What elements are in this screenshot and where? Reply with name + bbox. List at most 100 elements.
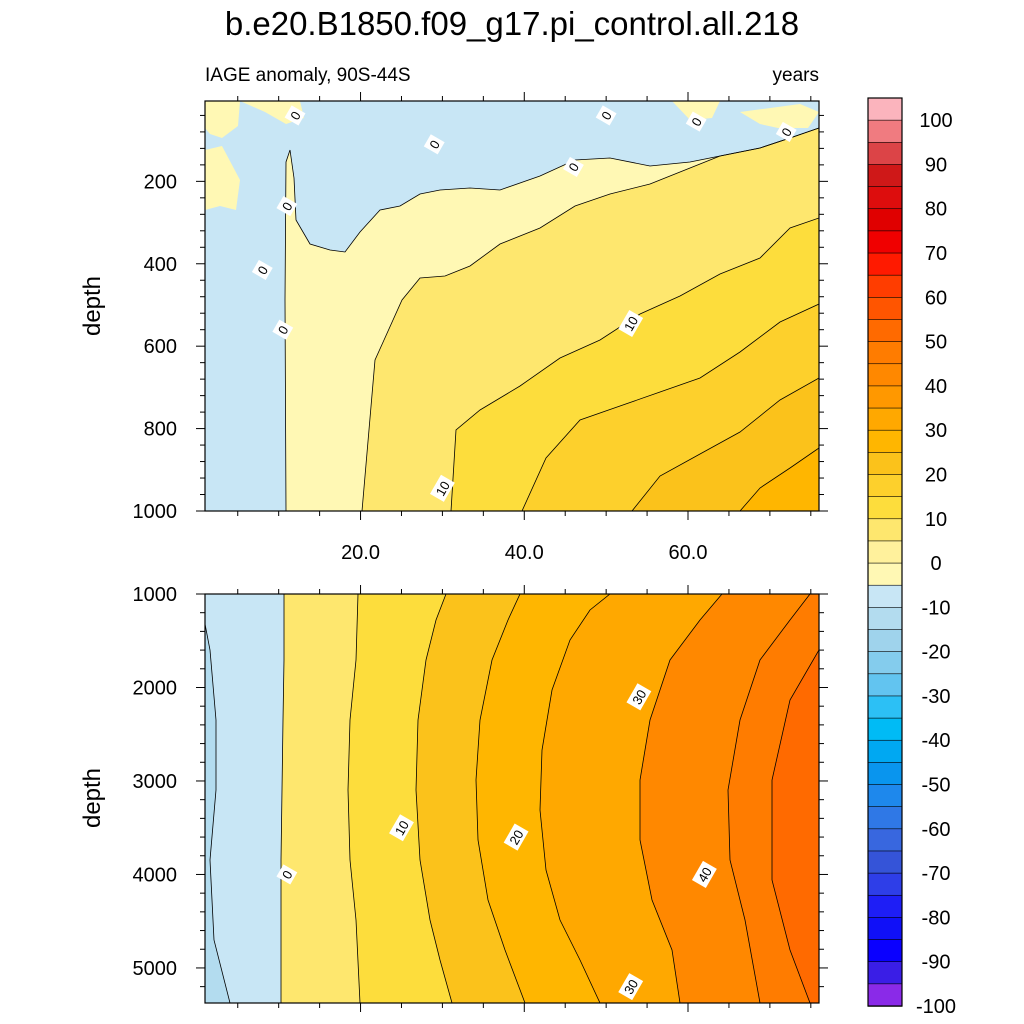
lower-contour-line — [280, 594, 285, 1003]
upper-contour-line — [521, 303, 819, 511]
upper-contour-label: 0 — [423, 134, 445, 155]
colorbar-swatch — [867, 518, 903, 542]
lower-y-tick-label: 3000 — [133, 771, 178, 793]
upper-band-negative-notch — [258, 212, 276, 350]
colorbar-swatch — [867, 629, 903, 653]
axes: 20.0 40.0 60.02004006008001000100020003000… — [133, 92, 828, 1012]
colorbar-label: -40 — [922, 730, 951, 752]
colorbar: 1009080706050403020100-10-20-30-40-50-60… — [867, 97, 956, 1018]
colorbar-swatch — [867, 208, 903, 232]
colorbar-label: 80 — [925, 199, 947, 221]
lower-contour-line — [347, 594, 361, 1003]
upper-contour-line — [631, 377, 819, 511]
lower-contour-line — [639, 594, 723, 1003]
upper-contour-label-box — [618, 309, 644, 338]
upper-x-tick-label: 20.0 — [341, 542, 380, 564]
colorbar-swatch — [867, 496, 903, 520]
colorbar-swatch — [867, 762, 903, 786]
upper-contour-label-box — [284, 105, 306, 126]
colorbar-swatch — [867, 894, 903, 919]
colorbar-label: 20 — [925, 464, 947, 486]
lower-contour-fills — [205, 594, 819, 1003]
colorbar-swatch — [867, 297, 903, 321]
lower-contour-label-box — [691, 860, 717, 888]
colorbar-swatch — [867, 97, 903, 121]
lower-contour-label: 0 — [276, 864, 298, 885]
lower-contour-label-box — [503, 823, 529, 851]
colorbar-swatch — [867, 407, 903, 431]
upper-band-negative-left — [205, 101, 819, 511]
lower-contour-label-box — [618, 973, 644, 1001]
lower-band-negative-deep — [205, 624, 230, 1003]
colorbar-swatch — [867, 717, 903, 741]
upper-frame — [204, 100, 820, 512]
upper-contour-line — [739, 447, 819, 511]
colorbar-swatch — [867, 474, 903, 498]
lower-y-tick-label: 4000 — [133, 864, 178, 886]
lower-contour-lines — [205, 594, 819, 1003]
colorbar-swatch — [867, 429, 903, 454]
chart-subtitle-left: IAGE anomaly, 90S-44S — [205, 65, 411, 86]
colorbar-swatch — [867, 252, 903, 276]
upper-contour-label: 0 — [272, 319, 294, 340]
upper-contour-lines — [284, 127, 819, 511]
upper-contour-label-box — [775, 121, 797, 142]
upper-contour-label: 10 — [618, 309, 644, 338]
colorbar-swatch — [867, 186, 903, 210]
upper-band-positive-patch-3 — [672, 101, 720, 120]
colorbar-swatch — [867, 806, 903, 830]
upper-x-tick-label: 40.0 — [505, 542, 544, 564]
colorbar-swatch — [867, 828, 903, 852]
colorbar-swatch — [867, 319, 903, 343]
lower-contour-line — [727, 594, 811, 1003]
colorbar-label: -90 — [922, 952, 951, 974]
upper-contour-label-box — [276, 196, 298, 217]
upper-contour-label-text: 10 — [433, 479, 453, 499]
upper-band-25-30 — [632, 378, 819, 511]
lower-contour-label-box — [626, 683, 652, 711]
lower-frame — [204, 593, 820, 1004]
lower-contour-label-text: 10 — [392, 818, 412, 838]
colorbar-swatch — [867, 939, 903, 963]
colorbar-swatch — [867, 141, 903, 166]
upper-contour-line — [361, 127, 819, 511]
upper-contour-label-box — [685, 111, 707, 132]
colorbar-swatch — [867, 607, 903, 631]
upper-contour-label-box — [272, 319, 294, 340]
colorbar-label: 0 — [930, 553, 941, 575]
lower-contour-label-box — [389, 814, 414, 842]
upper-contour-label-text: 10 — [621, 314, 641, 334]
colorbar-label: -50 — [922, 775, 951, 797]
colorbar-frame — [867, 97, 903, 1007]
colorbar-swatch — [867, 850, 903, 874]
colorbar-swatch — [867, 341, 903, 365]
upper-contour-label: 10 — [429, 474, 455, 502]
lower-contour-label: 30 — [626, 683, 652, 711]
lower-contour-label: 10 — [389, 814, 414, 842]
colorbar-label: 100 — [919, 110, 952, 132]
colorbar-swatch — [867, 673, 903, 697]
colorbar-swatch — [867, 584, 903, 609]
colorbar-label: -100 — [916, 996, 956, 1018]
upper-contour-label: 0 — [251, 259, 273, 281]
lower-contour-line — [539, 594, 611, 1003]
lower-contour-line — [415, 594, 453, 1003]
colorbar-label: 50 — [925, 332, 947, 354]
colorbar-swatch — [867, 651, 903, 675]
lower-panel: depth — [79, 593, 820, 1004]
colorbar-label: 70 — [925, 243, 947, 265]
upper-contour-label: 0 — [685, 111, 707, 132]
upper-band-positive-patch-5 — [205, 146, 240, 210]
colorbar-label: -60 — [922, 819, 951, 841]
upper-y-tick-label: 1000 — [133, 501, 178, 523]
colorbar-label: 30 — [925, 420, 947, 442]
upper-y-tick-label: 600 — [144, 336, 177, 358]
colorbar-swatch — [867, 385, 903, 409]
upper-contour-label: 0 — [595, 105, 617, 126]
upper-contour-label-box — [562, 156, 584, 177]
colorbar-swatch — [867, 274, 903, 299]
lower-y-axis-title: depth — [79, 768, 106, 828]
lower-y-tick-label: 2000 — [133, 677, 178, 699]
colorbar-swatch — [867, 230, 903, 254]
